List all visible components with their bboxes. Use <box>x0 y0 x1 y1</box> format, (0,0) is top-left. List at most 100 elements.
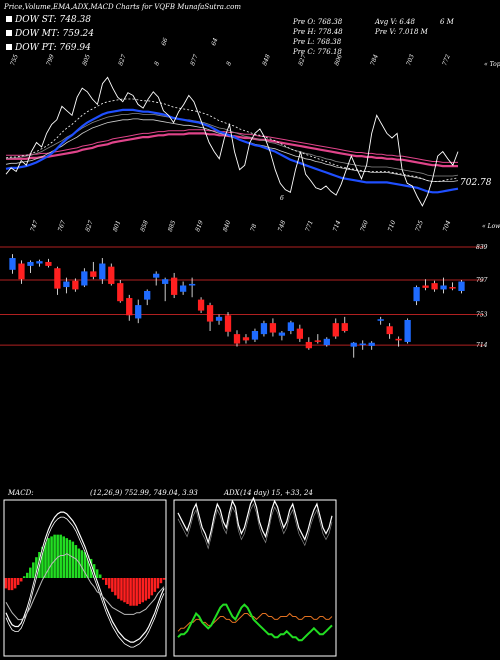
stat-prev-low: Pre L: 768.38 <box>293 38 342 46</box>
candle-body <box>18 263 25 280</box>
legend-dow-pt: DOW PT: 769.94 <box>6 44 91 53</box>
candle-body <box>206 305 214 322</box>
ema-long-band-line <box>6 129 458 163</box>
top-label: 8 <box>225 61 233 67</box>
macd-histogram-bar <box>120 578 123 601</box>
macd-histogram-bar <box>53 534 56 578</box>
macd-histogram-bar <box>138 578 141 604</box>
candle-body <box>179 285 187 292</box>
macd-title: MACD: <box>8 489 34 497</box>
candle-body <box>197 299 205 311</box>
macd-histogram-bar <box>101 578 105 580</box>
price-line <box>5 76 459 207</box>
bottom-label: 858 <box>139 219 150 232</box>
macd-histogram-bar <box>132 578 135 606</box>
macd-histogram-bar <box>74 545 78 578</box>
candle-body <box>368 342 375 346</box>
bottom-label: 714 <box>332 219 343 232</box>
top-label: 784 <box>369 53 380 66</box>
candle-body <box>9 258 16 270</box>
legend-pt-value: 769.94 <box>59 43 91 53</box>
stat-avg-volume: Avg V: 6.48 <box>375 18 415 26</box>
corner-tops-label: « Tops <box>484 61 500 68</box>
macd-histogram-bar <box>108 578 111 589</box>
candle-body <box>404 320 411 342</box>
macd-histogram-bar <box>4 578 8 589</box>
legend-st-label: DOW ST: <box>15 15 57 25</box>
macd-frame <box>3 499 167 657</box>
candle-body <box>144 290 151 300</box>
candle-body <box>314 340 321 342</box>
stat-avg-volume-unit: 6 M <box>440 18 454 26</box>
ema-mid-upper-line <box>5 113 459 177</box>
macd-histogram-bar <box>147 578 151 599</box>
candle-body <box>162 279 169 284</box>
legend-dow-mt: DOW MT: 759.24 <box>6 30 94 39</box>
candle-body <box>431 283 438 290</box>
macd-histogram-bar <box>80 550 84 578</box>
candle-body <box>224 315 232 332</box>
top-label: 877 <box>189 53 200 66</box>
ema-mid-line <box>5 118 459 182</box>
macd-histogram-bar <box>26 572 29 578</box>
stat-prev-close: Pre C: 776.18 <box>293 48 342 56</box>
stat-prev-high: Pre H: 778.48 <box>293 28 343 36</box>
top-label: 703 <box>405 53 416 66</box>
legend-mt-label: DOW MT: <box>15 29 60 39</box>
top-label: 8 <box>153 61 161 67</box>
macd-histogram-bar <box>71 541 75 578</box>
candle-body <box>135 305 142 319</box>
bottom-label: 710 <box>387 219 398 232</box>
macd-line-shadow <box>5 514 165 646</box>
candle-body <box>359 343 366 346</box>
legend-pt-swatch <box>6 44 12 50</box>
candle-body <box>377 319 384 321</box>
macd-signal-line <box>5 553 165 621</box>
macd-histogram-bar <box>95 569 99 578</box>
adx-plus-di-shadow <box>177 503 333 550</box>
macd-histogram-bar <box>98 574 102 578</box>
top-label: 827 <box>117 53 128 66</box>
bottom-label: 819 <box>194 219 205 232</box>
macd-histogram-bar <box>162 578 166 580</box>
macd-histogram-bar <box>10 578 14 591</box>
misc-label: 6 <box>280 195 284 202</box>
bottom-label: 801 <box>112 220 122 233</box>
adx-frame <box>173 499 337 657</box>
macd-histogram-bar <box>7 578 11 591</box>
macd-histogram-bar <box>35 557 38 578</box>
candle-body <box>323 338 330 346</box>
bottom-label: 827 <box>84 219 95 232</box>
candle-body <box>296 328 304 339</box>
level-label: 714 <box>476 342 488 349</box>
macd-histogram-bar <box>44 541 47 578</box>
macd-histogram-bar <box>22 576 26 578</box>
candle-body <box>287 322 295 331</box>
macd-histogram-bar <box>59 534 62 578</box>
candle-body <box>170 277 178 295</box>
macd-histogram-bar <box>56 534 59 578</box>
bottom-label: 78 <box>249 223 258 233</box>
macd-histogram-bar <box>117 578 120 599</box>
candle-body <box>242 337 250 341</box>
candle-body <box>153 273 160 278</box>
top-label: 848 <box>261 53 272 66</box>
candle-body <box>269 323 277 333</box>
chart-title: Price,Volume,EMA,ADX,MACD Charts for VQF… <box>4 3 241 11</box>
adx-title: ADX <box>224 489 240 497</box>
candle-body <box>117 283 124 302</box>
macd-histogram-bar <box>105 578 108 585</box>
legend-st-value: 748.38 <box>59 15 91 25</box>
adx-plus-di-line <box>177 496 333 545</box>
stat-prev-open: Pre O: 768.38 <box>293 18 343 26</box>
macd-histogram-bar <box>68 539 72 578</box>
candle-body <box>63 281 70 288</box>
top-label: 799 <box>45 53 56 66</box>
candle-body <box>36 261 43 264</box>
macd-histogram-bar <box>153 578 157 592</box>
ema-short-dotted-line <box>5 98 459 182</box>
candle-body <box>45 261 52 266</box>
candle-body <box>449 287 456 289</box>
adx-orange-line <box>177 612 333 632</box>
